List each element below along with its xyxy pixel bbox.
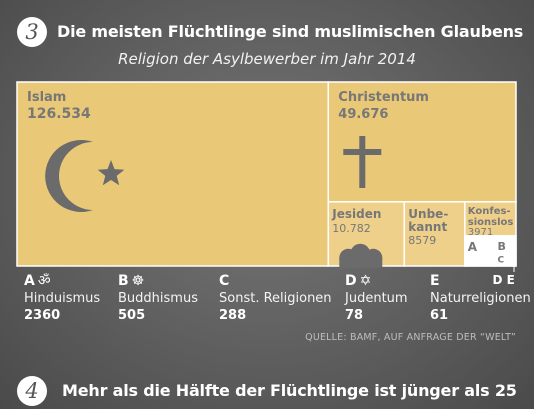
small-label-de: D E [492, 273, 514, 287]
section-3-heading: Die meisten Flüchtlinge sind muslimische… [57, 22, 524, 41]
value-islam: 126.534 [27, 106, 91, 122]
value-konfessionslos: 3971 [468, 227, 493, 238]
label-unbekannt-1: Unbe- [408, 207, 448, 221]
value-unbekannt: 8579 [408, 234, 436, 247]
label-islam: Islam [27, 90, 66, 105]
label-konfessionslos-1: Konfes- [468, 206, 511, 217]
label-christentum: Christentum [338, 90, 429, 105]
legend-letter: B [118, 273, 129, 289]
temple-icon [339, 243, 383, 268]
treemap-rect-islam [16, 81, 330, 267]
legend-item-b: B ☸ Buddhismus 505 [118, 273, 198, 324]
legend-name: Buddhismus [118, 291, 198, 306]
legend-value: 61 [430, 308, 449, 323]
crescent-icon [45, 140, 93, 212]
legend-value: 505 [118, 308, 146, 323]
legend-item-e: E Naturreligionen 61 [430, 273, 531, 324]
legend-item-d: D ✡ Judentum 78 [345, 273, 408, 324]
legend-name: Naturreligionen [430, 291, 531, 306]
section-4-number: 4 [17, 376, 47, 406]
label-konfessionslos-2: sionslos [468, 217, 514, 228]
value-christentum: 49.676 [338, 107, 388, 122]
label-jesiden: Jesiden [331, 207, 381, 221]
section-4-heading: Mehr als die Hälfte der Flüchtlinge ist … [62, 381, 517, 400]
chart-subtitle: Religion der Asylbewerber im Jahr 2014 [118, 50, 416, 68]
value-jesiden: 10.782 [332, 222, 371, 235]
source-note: QUELLE: BAMF, AUF ANFRAGE DER “WELT” [305, 332, 516, 343]
label-unbekannt-2: kannt [408, 220, 447, 234]
treemap-rect-hinduismus [464, 235, 496, 267]
dharma-wheel-icon: ☸ [131, 273, 145, 289]
star-of-david-icon: ✡ [359, 273, 372, 289]
legend-name: Sonst. Religionen [219, 291, 332, 306]
legend-letter: A [24, 273, 35, 289]
legend-item-c: C Sonst. Religionen 288 [219, 273, 332, 324]
cross-bar-icon [343, 149, 382, 155]
legend-value: 288 [219, 308, 247, 323]
legend-letter: D [345, 273, 357, 289]
small-label-a: A [468, 240, 478, 254]
legend-value: 78 [345, 308, 364, 323]
star-icon [97, 160, 125, 186]
treemap-rect-judentum-naturreligionen [493, 258, 517, 267]
legend-name: Judentum [345, 291, 408, 306]
legend-value: 2360 [24, 308, 61, 323]
section-3-number: 3 [17, 17, 47, 47]
cross-icon [359, 136, 366, 188]
legend-letter: C [219, 273, 230, 289]
small-label-b: B [497, 240, 505, 253]
small-label-c: C [497, 255, 504, 265]
legend-letter: E [430, 273, 440, 289]
om-icon: ॐ [37, 273, 51, 289]
legend-name: Hinduismus [24, 291, 101, 306]
